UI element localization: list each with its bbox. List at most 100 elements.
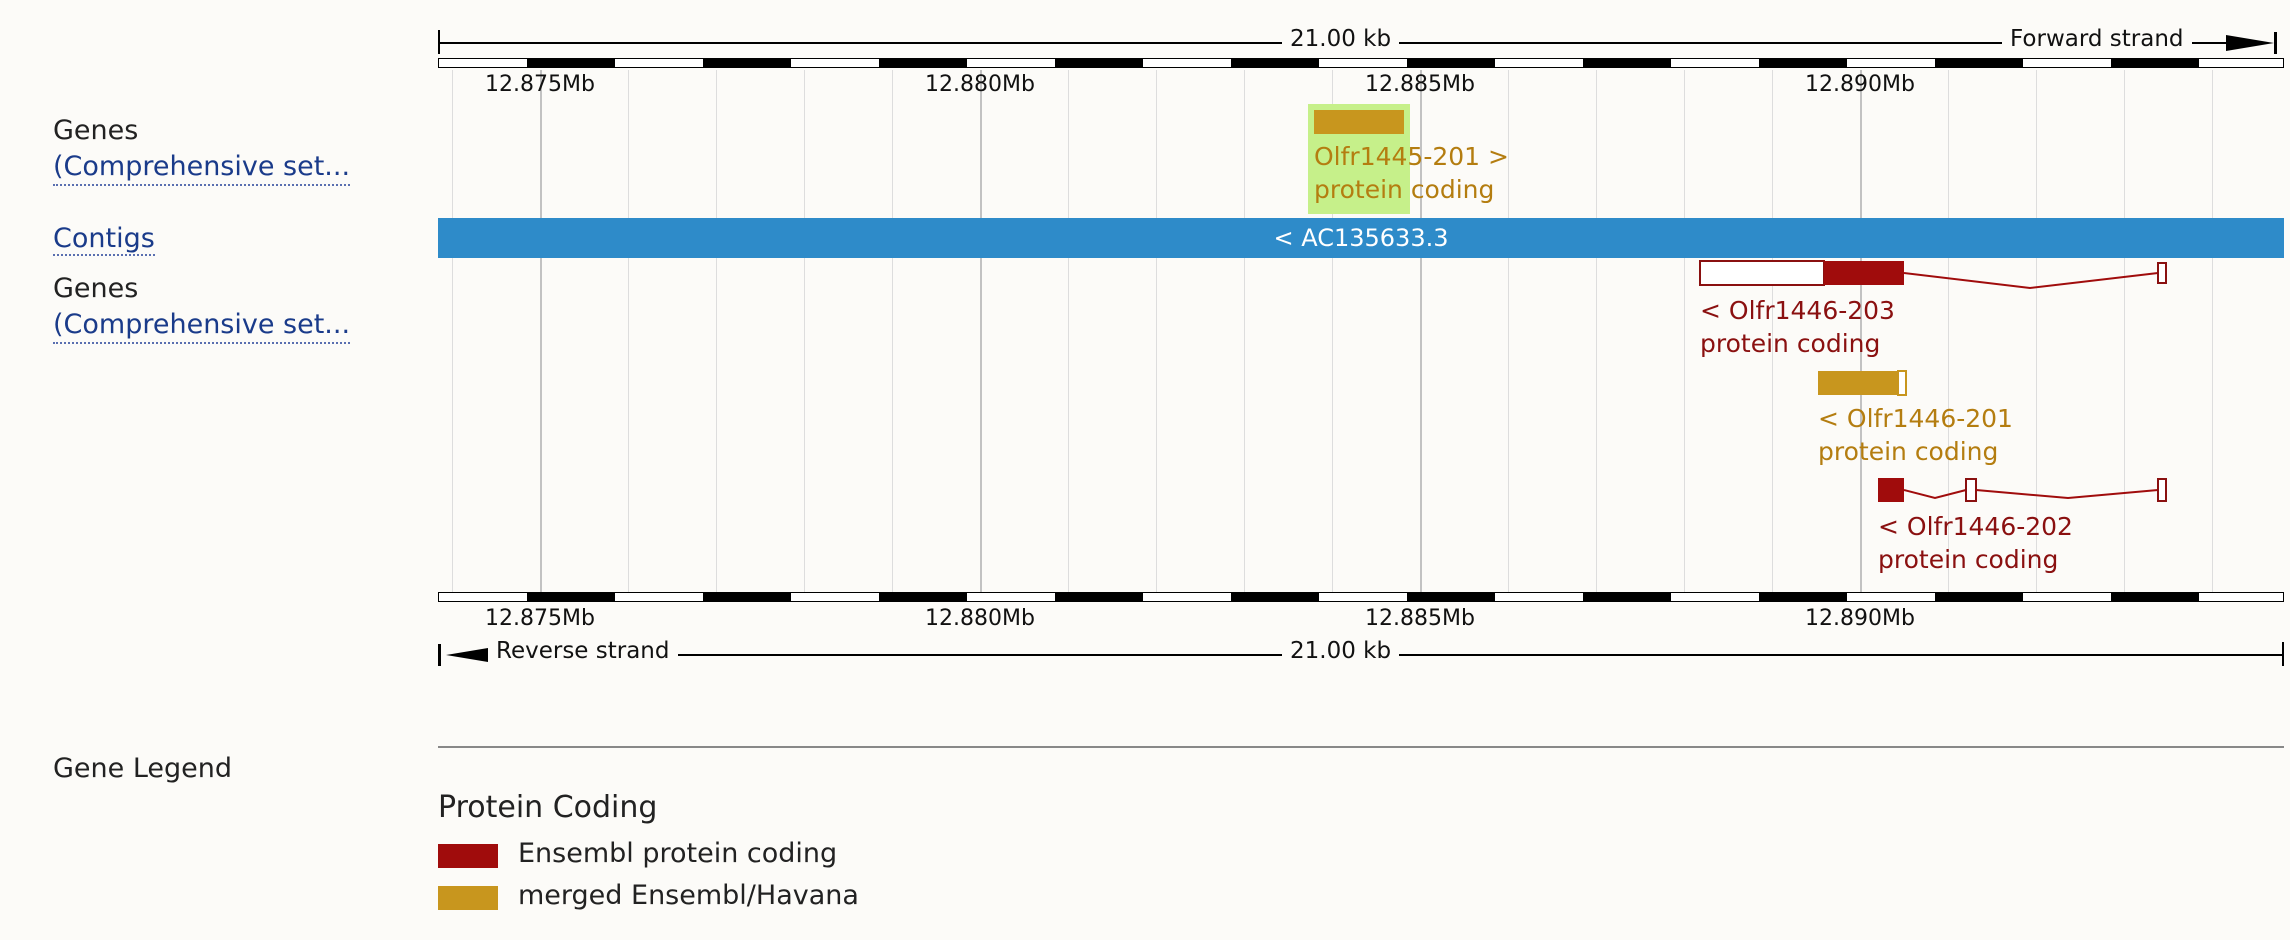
gene-biotype: protein coding xyxy=(1818,437,1999,466)
top-scale-length: 21.00 kb xyxy=(1282,26,1400,52)
legend-section-title: Protein Coding xyxy=(438,790,658,825)
grid-line xyxy=(1156,70,1157,592)
top-tick-label: 12.875Mb xyxy=(485,72,595,97)
bottom-tick-label: 12.885Mb xyxy=(1365,606,1475,631)
ruler-segment xyxy=(527,59,615,67)
gene-olfr1446-202-intron xyxy=(1975,489,2159,500)
grid-line xyxy=(2036,70,2037,592)
contigs-track-link[interactable]: Contigs xyxy=(53,223,155,256)
top-tick-label: 12.885Mb xyxy=(1365,72,1475,97)
legend-swatch-merged xyxy=(438,886,498,910)
ruler-segment xyxy=(1055,593,1143,601)
grid-line xyxy=(716,70,717,592)
genes-reverse-track-label: Genes (Comprehensive set... xyxy=(53,270,351,344)
top-scale-left-cap xyxy=(438,30,440,54)
gene-olfr1446-202-exon-end[interactable] xyxy=(2157,478,2167,502)
contig-bar[interactable]: < AC135633.3 xyxy=(438,218,2284,258)
gene-olfr1445-201-label[interactable]: Olfr1445-201 > protein coding xyxy=(1314,140,1509,206)
ruler-segment xyxy=(1231,59,1319,67)
genes-reverse-track-title: Genes xyxy=(53,273,139,304)
grid-line xyxy=(2124,70,2125,592)
bottom-scale-length: 21.00 kb xyxy=(1282,638,1400,664)
gene-olfr1446-203-utr[interactable] xyxy=(1699,260,1825,286)
legend-divider xyxy=(438,746,2284,748)
gene-olfr1446-202-exon[interactable] xyxy=(1878,478,1904,502)
ruler-segment xyxy=(1407,59,1495,67)
gene-name: Olfr1445-201 > xyxy=(1314,142,1509,171)
gene-olfr1446-203-label[interactable]: < Olfr1446-203 protein coding xyxy=(1700,294,1895,360)
genes-track-subtitle-link[interactable]: (Comprehensive set... xyxy=(53,150,351,186)
ruler-segment xyxy=(1055,59,1143,67)
ruler-segment xyxy=(527,593,615,601)
grid-line xyxy=(628,70,629,592)
grid-line xyxy=(1244,70,1245,592)
gene-olfr1446-201-exon[interactable] xyxy=(1818,371,1898,395)
ruler-segment xyxy=(879,593,967,601)
grid-line xyxy=(1332,70,1333,592)
gene-olfr1446-203-exon[interactable] xyxy=(1824,261,1904,285)
bottom-ruler xyxy=(438,592,2284,602)
ruler-segment xyxy=(1583,593,1671,601)
ruler-segment xyxy=(703,59,791,67)
ruler-segment xyxy=(1231,593,1319,601)
grid-line xyxy=(1860,70,1862,592)
forward-arrow-icon xyxy=(2226,32,2277,54)
legend-swatch-ensembl xyxy=(438,844,498,868)
grid-line xyxy=(804,70,805,592)
grid-line xyxy=(1684,70,1685,592)
gene-biotype: protein coding xyxy=(1314,175,1495,204)
grid-line xyxy=(1508,70,1509,592)
bottom-tick-label: 12.890Mb xyxy=(1805,606,1915,631)
top-tick-label: 12.880Mb xyxy=(925,72,1035,97)
bottom-scale-right-cap xyxy=(2282,642,2284,666)
bottom-tick-label: 12.880Mb xyxy=(925,606,1035,631)
reverse-gene-models xyxy=(1699,260,2167,502)
legend-item-ensembl: Ensembl protein coding xyxy=(518,838,838,869)
gene-olfr1446-203-exon-end[interactable] xyxy=(2157,262,2167,284)
ruler-segment xyxy=(1407,593,1495,601)
gene-olfr1446-202-label[interactable]: < Olfr1446-202 protein coding xyxy=(1878,510,2073,576)
gene-olfr1446-201-utr[interactable] xyxy=(1897,370,1907,396)
gene-legend-label: Gene Legend xyxy=(53,753,233,784)
gene-biotype: protein coding xyxy=(1700,329,1881,358)
gene-name: < Olfr1446-202 xyxy=(1878,512,2073,541)
grid-line xyxy=(2212,70,2213,592)
grid-line xyxy=(540,70,542,592)
grid-line xyxy=(980,70,982,592)
grid-line xyxy=(892,70,893,592)
gene-name: < Olfr1446-201 xyxy=(1818,404,2013,433)
grid-line xyxy=(1420,70,1422,592)
gene-name: < Olfr1446-203 xyxy=(1700,296,1895,325)
gene-biotype: protein coding xyxy=(1878,545,2059,574)
ruler-segment xyxy=(1935,59,2023,67)
forward-strand-label: Forward strand xyxy=(2002,26,2192,52)
grid-line xyxy=(452,70,453,592)
bottom-tick-label: 12.875Mb xyxy=(485,606,595,631)
legend-item-merged: merged Ensembl/Havana xyxy=(518,880,859,911)
top-ruler xyxy=(438,58,2284,68)
gene-olfr1446-202-intron xyxy=(1903,489,1967,500)
gene-olfr1446-201-label[interactable]: < Olfr1446-201 protein coding xyxy=(1818,402,2013,468)
ruler-segment xyxy=(1935,593,2023,601)
contigs-track-label: Contigs xyxy=(53,220,155,258)
genes-track-label: Genes (Comprehensive set... xyxy=(53,112,351,186)
grid-line xyxy=(1772,70,1773,592)
gene-olfr1445-201-exon[interactable] xyxy=(1314,110,1404,134)
grid-line xyxy=(1068,70,1069,592)
ruler-segment xyxy=(703,593,791,601)
reverse-arrow-icon xyxy=(438,644,494,666)
ruler-segment xyxy=(2111,59,2199,67)
ruler-segment xyxy=(1759,593,1847,601)
genes-track-title: Genes xyxy=(53,115,139,146)
top-tick-label: 12.890Mb xyxy=(1805,72,1915,97)
grid-line xyxy=(1596,70,1597,592)
ruler-segment xyxy=(879,59,967,67)
gene-olfr1446-203-intron xyxy=(1903,272,2159,290)
grid-line xyxy=(1948,70,1949,592)
reverse-strand-label: Reverse strand xyxy=(488,638,678,664)
genes-reverse-track-subtitle-link[interactable]: (Comprehensive set... xyxy=(53,308,351,344)
gene-olfr1446-202-exon-mid[interactable] xyxy=(1965,478,1977,502)
ruler-segment xyxy=(1759,59,1847,67)
ruler-segment xyxy=(1583,59,1671,67)
ruler-segment xyxy=(2111,593,2199,601)
